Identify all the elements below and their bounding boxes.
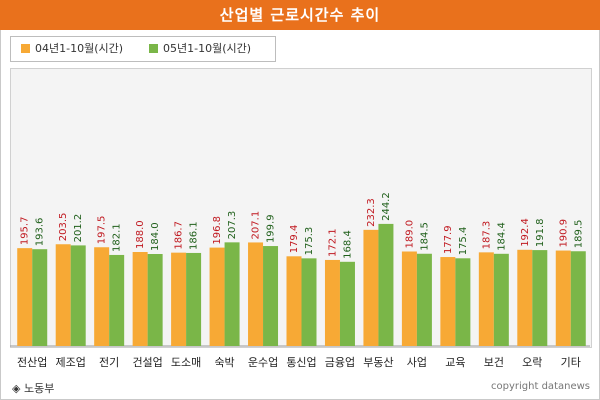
bar-2004 — [440, 257, 456, 346]
data-label-2004: 192.4 — [520, 218, 531, 247]
bar-2004 — [363, 229, 379, 346]
x-tick-label: 숙박 — [214, 356, 234, 369]
data-label-2004: 179.4 — [289, 225, 300, 254]
bar-2005 — [224, 242, 240, 346]
data-label-2005: 175.3 — [304, 227, 315, 256]
bar-2004 — [132, 252, 148, 346]
source-label: ◈ 노동부 — [12, 382, 55, 395]
bar-2004 — [171, 252, 187, 346]
data-label-2004: 177.9 — [443, 225, 454, 254]
bar-2005 — [493, 253, 509, 346]
data-label-2005: 193.6 — [35, 218, 46, 247]
chart-title: 산업별 근로시간수 추이 — [219, 6, 381, 24]
legend-swatch-2005 — [149, 43, 158, 53]
bar-2004 — [94, 247, 110, 346]
x-tick-label: 도소매 — [171, 356, 201, 369]
data-label-2005: 189.5 — [573, 220, 584, 249]
bar-2005 — [532, 250, 548, 346]
title-bar: 산업별 근로시간수 추이 — [0, 0, 600, 30]
data-label-2004: 197.5 — [97, 216, 108, 245]
bar-2005 — [301, 258, 317, 346]
data-label-2004: 207.1 — [251, 211, 262, 240]
bar-2004 — [555, 250, 571, 346]
bar-2004 — [209, 247, 225, 346]
bar-2004 — [324, 259, 340, 346]
data-label-2005: 182.1 — [112, 223, 123, 252]
x-tick-label: 오락 — [522, 356, 542, 369]
x-tick-label: 부동산 — [363, 356, 393, 369]
copyright-label: copyright datanews — [491, 381, 590, 392]
data-label-2004: 188.0 — [135, 220, 146, 249]
bar-2005 — [109, 254, 125, 346]
data-label-2005: 175.4 — [458, 227, 469, 256]
data-label-2004: 203.5 — [58, 213, 69, 242]
data-label-2004: 196.8 — [212, 216, 223, 245]
bar-2005 — [416, 253, 432, 346]
bar-2005 — [455, 258, 471, 346]
data-label-2005: 168.4 — [342, 230, 353, 259]
bar-2004 — [286, 256, 302, 346]
bar-2005 — [32, 249, 48, 346]
bar-2004 — [478, 252, 494, 346]
bar-2005 — [147, 254, 163, 346]
data-label-2005: 184.5 — [419, 222, 430, 251]
bar-2005 — [70, 245, 86, 346]
bar-2004 — [517, 249, 533, 346]
bar-2005 — [263, 246, 279, 346]
legend: 04년1-10월(시간) 05년1-10월(시간) — [10, 36, 276, 62]
data-label-2004: 187.3 — [481, 221, 492, 250]
x-tick-label: 사업 — [407, 356, 427, 369]
legend-item-2005: 05년1-10월(시간) — [149, 42, 251, 56]
legend-item-2004: 04년1-10월(시간) — [21, 42, 123, 56]
data-label-2004: 195.7 — [20, 217, 31, 246]
bar-2005 — [186, 252, 202, 346]
legend-label-2004: 04년1-10월(시간) — [35, 42, 124, 55]
x-tick-label: 보건 — [484, 356, 504, 369]
data-label-2005: 186.1 — [189, 221, 200, 250]
data-label-2005: 201.2 — [73, 214, 84, 243]
legend-label-2005: 05년1-10월(시간) — [163, 42, 252, 55]
data-label-2005: 191.8 — [535, 218, 546, 247]
x-tick-label: 교육 — [445, 356, 465, 369]
data-label-2004: 172.1 — [327, 228, 338, 257]
x-tick-label: 건설업 — [132, 356, 162, 369]
bar-2005 — [378, 223, 394, 346]
data-label-2005: 207.3 — [227, 211, 238, 240]
legend-swatch-2004 — [21, 43, 30, 53]
bar-2004 — [55, 244, 71, 346]
x-tick-label: 운수업 — [248, 356, 278, 369]
data-label-2004: 190.9 — [558, 219, 569, 248]
bar-2004 — [248, 242, 264, 346]
bar-2005 — [570, 251, 586, 346]
x-tick-label: 기타 — [561, 356, 581, 369]
data-label-2005: 184.0 — [150, 222, 161, 251]
x-tick-label: 전기 — [99, 356, 119, 369]
data-label-2005: 244.2 — [381, 192, 392, 221]
data-label-2004: 232.3 — [366, 198, 377, 227]
x-tick-label: 통신업 — [286, 356, 316, 369]
data-label-2004: 186.7 — [174, 221, 185, 250]
x-tick-label: 금융업 — [325, 356, 355, 369]
data-label-2004: 189.0 — [404, 220, 415, 249]
x-tick-label: 전산업 — [17, 356, 47, 369]
data-label-2005: 199.9 — [266, 214, 277, 243]
data-label-2005: 184.4 — [496, 222, 507, 251]
bar-2004 — [401, 251, 417, 346]
bar-2004 — [17, 248, 33, 346]
x-tick-label: 제조업 — [56, 356, 86, 369]
bar-2005 — [339, 261, 355, 346]
